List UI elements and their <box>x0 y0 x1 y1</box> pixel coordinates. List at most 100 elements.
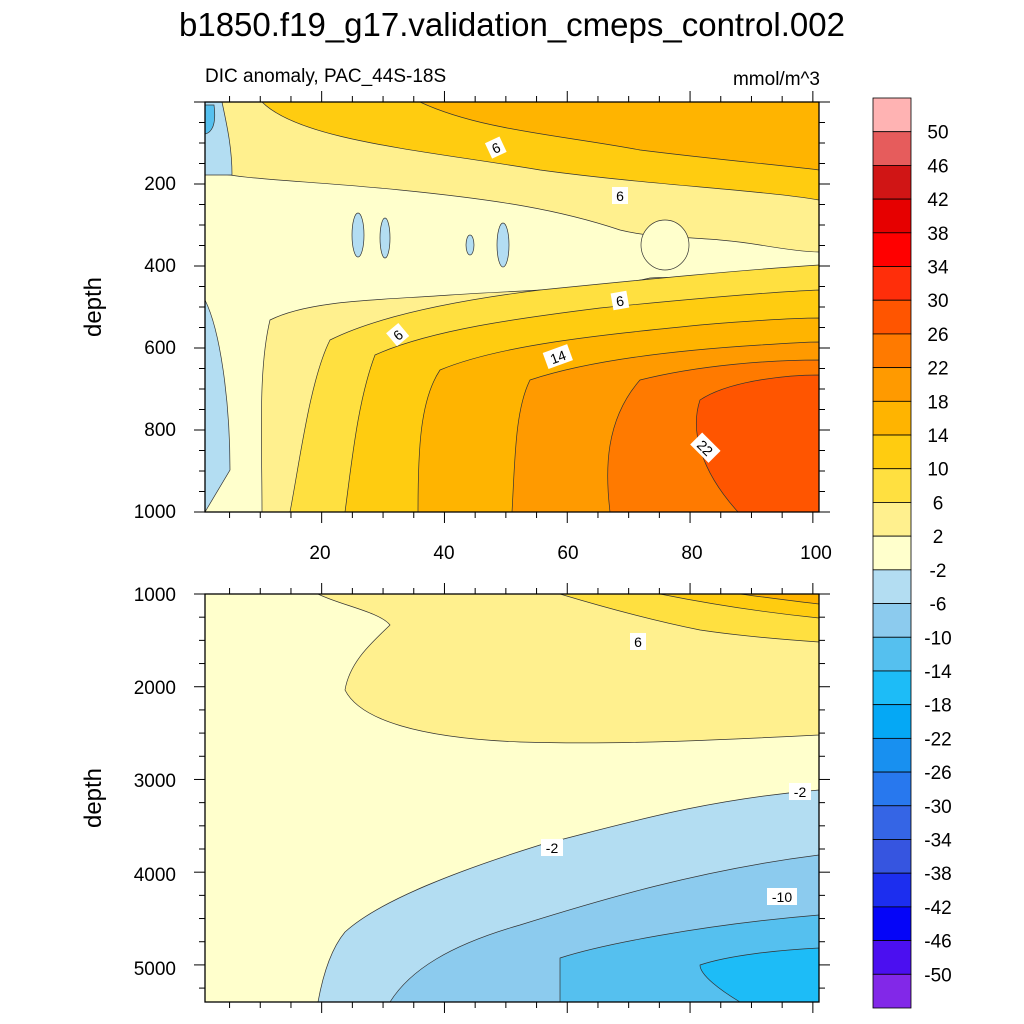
figure-title: b1850.f19_g17.validation_cmeps_control.0… <box>179 6 845 43</box>
upper-neg-west-deep <box>205 299 231 512</box>
upper-ytick-label: 200 <box>144 174 176 195</box>
colorbar-label: 34 <box>927 258 949 279</box>
svg-text:14: 14 <box>548 347 568 367</box>
lower-contour-labels: 6 -2 -2 -10 <box>541 633 811 905</box>
upper-y-tick-labels: 200 400 600 800 1000 <box>134 174 176 523</box>
colorbar-swatch <box>872 266 912 301</box>
colorbar-label: 26 <box>927 325 948 346</box>
svg-text:6: 6 <box>616 188 624 204</box>
lower-neg-14 <box>699 947 819 1002</box>
lower-contour-fill <box>205 594 819 1002</box>
colorbar-label: -10 <box>924 628 951 649</box>
contour-label: 6 <box>630 633 646 650</box>
colorbar-label: -18 <box>924 696 951 717</box>
upper-neg-blob-1 <box>351 212 365 258</box>
colorbar-swatch <box>872 367 912 402</box>
contour-label: 22 <box>690 432 721 463</box>
contour-label: -10 <box>767 888 797 905</box>
lower-ytick-label: 4000 <box>134 865 176 886</box>
colorbar-label: 46 <box>927 156 948 177</box>
colorbar-label: -50 <box>924 965 951 986</box>
svg-text:6: 6 <box>615 292 626 309</box>
colorbar-swatch <box>872 973 912 1009</box>
lower-y-axis-label: depth <box>80 768 107 828</box>
contour-label: 6 <box>612 187 628 204</box>
lower-y-tick-labels: 1000 2000 3000 4000 5000 <box>134 585 176 980</box>
colorbar-label: 38 <box>927 224 948 245</box>
colorbar-swatch <box>872 704 912 739</box>
svg-text:-2: -2 <box>546 840 559 856</box>
colorbar-label: 30 <box>927 291 948 312</box>
upper-xtick-label: 60 <box>557 543 578 564</box>
colorbar-swatch <box>872 198 912 234</box>
colorbar-label: 10 <box>927 460 948 481</box>
upper-neg-blob-3 <box>465 234 475 256</box>
colorbar-swatch <box>872 97 912 133</box>
colorbar-swatch <box>872 468 912 503</box>
colorbar-label: 14 <box>927 426 949 447</box>
upper-ticks <box>194 91 830 523</box>
colorbar-swatch <box>872 603 912 638</box>
colorbar-swatch <box>872 737 912 773</box>
colorbar-swatch <box>872 232 912 267</box>
contour-label: 6 <box>484 136 507 159</box>
upper-xtick-label: 100 <box>800 543 832 564</box>
colorbar-swatch <box>872 940 912 975</box>
colorbar-label: 6 <box>933 493 944 514</box>
units-label: mmol/m^3 <box>733 69 820 90</box>
colorbar-label: -6 <box>930 595 947 616</box>
upper-contour-14-top <box>419 102 819 171</box>
svg-text:-10: -10 <box>772 889 792 905</box>
colorbar-swatch <box>872 839 912 874</box>
colorbar-swatch <box>872 400 912 436</box>
colorbar-swatch <box>872 165 912 200</box>
contour-label: -2 <box>789 783 811 800</box>
upper-contour-26-deep <box>696 374 819 512</box>
colorbar-label: -2 <box>930 561 947 582</box>
colorbar-label: 22 <box>927 359 948 380</box>
colorbar-label: -42 <box>924 898 951 919</box>
colorbar: 50 46 42 38 34 30 26 22 18 14 10 6 2 -2 -6 -10 -14 -18 -22… <box>872 97 952 1009</box>
colorbar-swatch <box>872 670 912 706</box>
panel-subtitle: DIC anomaly, PAC_44S-18S <box>205 66 446 87</box>
colorbar-swatch <box>872 771 912 807</box>
colorbar-label: -30 <box>924 797 951 818</box>
lower-frame <box>204 593 820 1003</box>
colorbar-label: -22 <box>924 729 951 750</box>
upper-xtick-label: 40 <box>433 543 454 564</box>
colorbar-label: -26 <box>924 763 951 784</box>
upper-y-axis-label: depth <box>80 277 107 337</box>
contour-label: 6 <box>610 290 630 311</box>
colorbar-swatch <box>872 333 912 369</box>
colorbar-label: 42 <box>927 190 948 211</box>
lower-panel: 1000 2000 3000 4000 5000 depth 6 -2 -2 -… <box>80 583 830 1013</box>
lower-ytick-label: 3000 <box>134 771 176 792</box>
upper-pos-blob <box>640 219 690 271</box>
colorbar-swatch <box>872 805 912 840</box>
colorbar-swatch <box>872 131 912 166</box>
lower-ytick-label: 2000 <box>134 678 176 699</box>
upper-ytick-label: 800 <box>144 420 176 441</box>
upper-ytick-label: 1000 <box>134 502 176 523</box>
colorbar-label: -46 <box>924 932 951 953</box>
colorbar-label: -14 <box>924 662 952 683</box>
upper-neg-blob-2 <box>379 217 391 259</box>
upper-ytick-label: 400 <box>144 256 176 277</box>
contour-label: 14 <box>542 344 573 369</box>
lower-ytick-label: 5000 <box>134 959 176 980</box>
colorbar-label: 18 <box>927 392 948 413</box>
svg-text:-2: -2 <box>794 784 807 800</box>
svg-text:6: 6 <box>634 634 642 650</box>
upper-panel: 20 40 60 80 100 200 400 600 800 1000 dep… <box>80 91 832 564</box>
colorbar-swatch <box>872 502 912 537</box>
colorbar-swatch <box>872 299 912 335</box>
lower-ticks <box>194 583 830 1013</box>
upper-neg-blob-4 <box>496 222 510 268</box>
upper-x-tick-labels: 20 40 60 80 100 <box>309 543 831 564</box>
upper-ytick-label: 600 <box>144 338 176 359</box>
colorbar-label: -34 <box>924 830 952 851</box>
lower-ytick-label: 1000 <box>134 585 176 606</box>
colorbar-swatch <box>872 569 912 604</box>
upper-xtick-label: 20 <box>309 543 330 564</box>
